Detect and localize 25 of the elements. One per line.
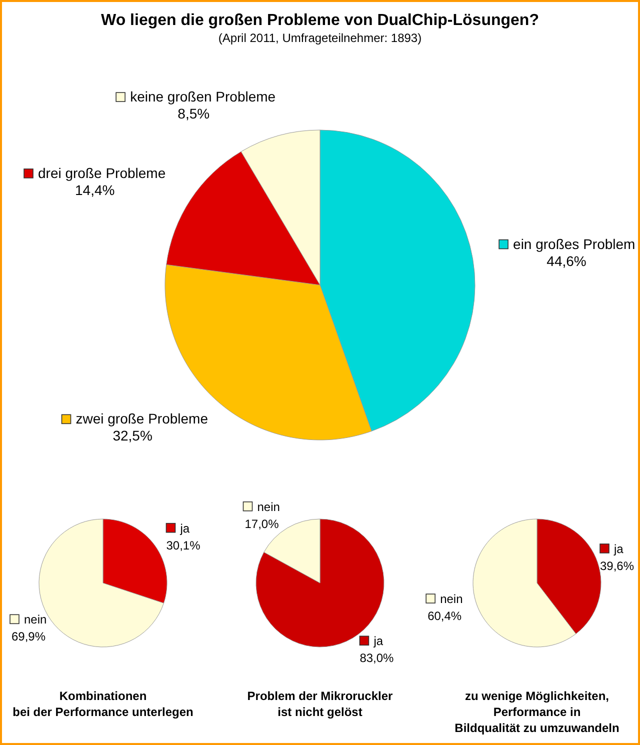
text: Kombinationen bei der Performance unterlegen (12, 689, 194, 719)
legend-label: ja (372, 634, 384, 648)
data-label: 30,1% (166, 538, 201, 552)
data-label: 32,5% (112, 428, 152, 444)
text: zu wenige Möglichkeiten, Performance in Bildqualität zu umzuwandeln (454, 689, 620, 735)
data-label: 8,5% (178, 106, 210, 122)
legend-label: drei große Probleme (38, 164, 166, 181)
legend-label: ja (179, 521, 190, 536)
chart-title: Wo liegen die großen Probleme von DualChip-Lösungen? (101, 12, 539, 29)
data-label: 69,9% (12, 630, 46, 644)
data-label: 14,4% (75, 182, 115, 198)
data-label: 17,0% (244, 516, 280, 531)
legend-label: ein großes Problem (513, 236, 636, 252)
legend-label: nein (24, 612, 47, 627)
data-label: 39,6% (600, 558, 634, 573)
text: Problem der Mikroruckler ist nicht gelöst (247, 689, 394, 719)
legend-label: keine großen Probleme (130, 88, 276, 105)
data-label: 83,0% (360, 651, 394, 666)
data-label: 44,6% (546, 252, 586, 269)
legend-label: nein (257, 500, 280, 514)
legend-label: zwei große Probleme (76, 410, 208, 427)
legend-label: nein (440, 592, 463, 606)
chart-subtitle: (April 2011, Umfrageteilnehmer: 1893) (218, 31, 422, 45)
data-label: 60,4% (428, 609, 462, 624)
legend-label: ja (613, 542, 624, 556)
